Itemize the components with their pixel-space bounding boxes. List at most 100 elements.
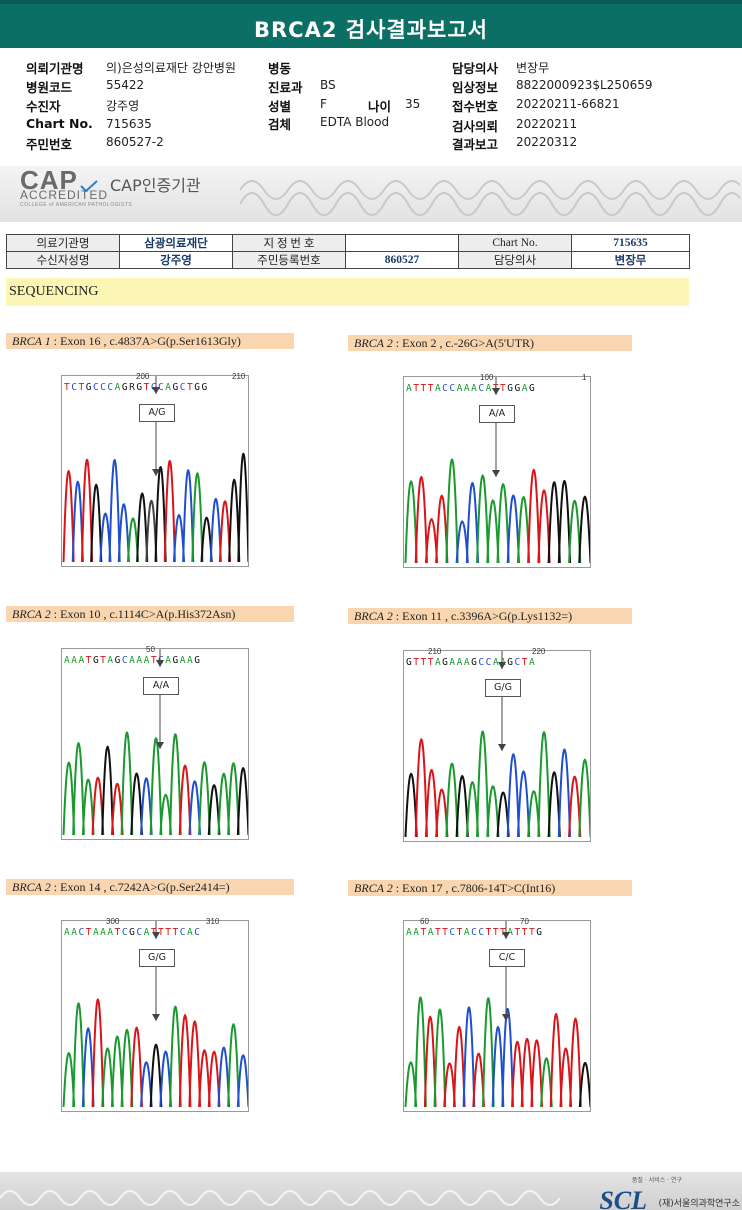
cap-banner: CAP ACCREDITED COLLEGE of AMERICAN PATHO… <box>0 166 742 222</box>
base-letter: T <box>442 927 450 938</box>
genotype-label: A/A <box>479 405 515 423</box>
arrow-icon <box>498 662 506 669</box>
trace-peak <box>209 497 222 563</box>
trace-peak <box>537 731 551 838</box>
trace-peak <box>236 766 248 836</box>
trace-peak <box>559 1047 573 1108</box>
clinical-value: 8822000923$L250659 <box>516 78 653 92</box>
base-letter: T <box>427 657 435 668</box>
hosp-code-value: 55422 <box>106 78 145 92</box>
base-letter: C <box>471 927 479 938</box>
trace-peak <box>481 997 495 1108</box>
mutation-label-5: BRCA 2 : Exon 14 , c.7242A>G(p.Ser2414=) <box>6 879 294 895</box>
base-letter: C <box>179 927 187 938</box>
doctor-label: 담당의사 <box>452 61 499 76</box>
trace-peak <box>130 772 143 836</box>
trace-peak <box>423 1015 437 1108</box>
trace-plot <box>62 649 248 836</box>
base-letter: T <box>78 382 86 393</box>
patient-info: 의뢰기관명 의)은성의료재단 강안병원 병원코드 55422 수진자 강주영 C… <box>0 52 742 166</box>
arrow-icon <box>152 469 160 476</box>
trace-peak <box>117 503 130 563</box>
base-letter: A <box>492 657 501 668</box>
mutation-label-6: BRCA 2 : Exon 17 , c.7806-14T>C(Int16) <box>348 880 632 896</box>
trace-peak <box>71 481 84 563</box>
trace-peak <box>62 469 75 563</box>
base-letter: T <box>413 657 421 668</box>
trace-peak <box>462 1006 476 1108</box>
trace-peak <box>136 492 149 563</box>
base-letter: A <box>100 927 108 938</box>
trace-peak <box>568 775 582 838</box>
base-letter: A <box>78 655 86 666</box>
report-date-value: 20220312 <box>516 135 578 149</box>
chromatogram-1: TCTGCCCAGRGTCCAGCTGG200 210 A/G <box>61 372 249 567</box>
trace-peak <box>90 483 103 563</box>
trace-peak <box>530 1039 544 1108</box>
base-letter: C <box>158 382 166 393</box>
arrow-icon <box>492 388 500 395</box>
genotype-label: C/C <box>489 949 525 967</box>
base-letter: G <box>194 655 202 666</box>
base-letter: A <box>406 383 414 394</box>
trace-peak <box>486 785 500 838</box>
base-letter: G <box>172 382 180 393</box>
base-letter: C <box>92 382 101 393</box>
trace-peak <box>496 483 510 564</box>
base-letter: T <box>186 382 195 393</box>
table-chart-value: 715635 <box>571 234 690 252</box>
base-letter: T <box>492 927 501 938</box>
patient-table: 의료기관명 삼광의료재단 지 정 번 호 Chart No. 715635 수신… <box>6 234 690 269</box>
trace-peak <box>80 459 94 563</box>
trace-peak <box>516 496 531 564</box>
base-letter: G <box>507 657 515 668</box>
org-label: 의료기관명 <box>6 234 120 252</box>
trace-peak <box>62 761 76 836</box>
base-letter: G <box>442 657 450 668</box>
trace-peak <box>578 758 590 838</box>
chromatogram-5: AACTAAATCGCATTTTCAC300 310 G/G <box>61 917 249 1112</box>
base-letter: C <box>100 382 108 393</box>
base-letter: T <box>100 655 108 666</box>
trace-peak <box>81 1027 95 1108</box>
base-letter: A <box>434 657 443 668</box>
trace-peak <box>445 458 459 564</box>
base-letter: T <box>420 383 428 394</box>
trace-plot <box>62 921 248 1108</box>
genotype-label: G/G <box>485 679 521 697</box>
base-letter: T <box>456 927 464 938</box>
org-value: 삼광의료재단 <box>119 234 233 252</box>
base-letter: T <box>427 383 435 394</box>
trace-peak <box>236 1054 248 1108</box>
trace-peak <box>207 784 221 836</box>
table-row: 의료기관명 삼광의료재단 지 정 번 호 Chart No. 715635 <box>6 234 690 252</box>
trace-peak <box>207 1050 221 1108</box>
table-rrn-value: 860527 <box>345 251 459 269</box>
trace-peak <box>465 482 480 564</box>
position-number: 60 <box>420 917 429 926</box>
base-letter: T <box>85 927 93 938</box>
position-number: 70 <box>520 917 529 926</box>
base-letter: G <box>514 383 522 394</box>
arrow-icon <box>498 744 506 751</box>
base-letter: C <box>514 657 522 668</box>
base-letter: T <box>521 927 529 938</box>
base-letter: G <box>85 382 93 393</box>
base-letter: G <box>136 382 144 393</box>
position-number: 100 <box>480 373 494 382</box>
doctor-value: 변장무 <box>516 61 550 75</box>
base-letter: A <box>406 927 414 938</box>
trace-peak <box>178 764 192 836</box>
base-letter: C <box>136 927 144 938</box>
rrn-label: 주민번호 <box>26 137 73 152</box>
scl-logo: SCL <box>599 1186 647 1210</box>
trace-peak <box>404 480 418 564</box>
base-letter: T <box>420 927 428 938</box>
trace-peak <box>433 1008 447 1108</box>
trace-peak <box>130 1026 143 1108</box>
designated-value <box>345 234 459 252</box>
trace-peak <box>182 469 195 563</box>
base-letter: T <box>143 382 151 393</box>
base-letter: G <box>406 657 414 668</box>
trace-peak <box>424 768 439 838</box>
